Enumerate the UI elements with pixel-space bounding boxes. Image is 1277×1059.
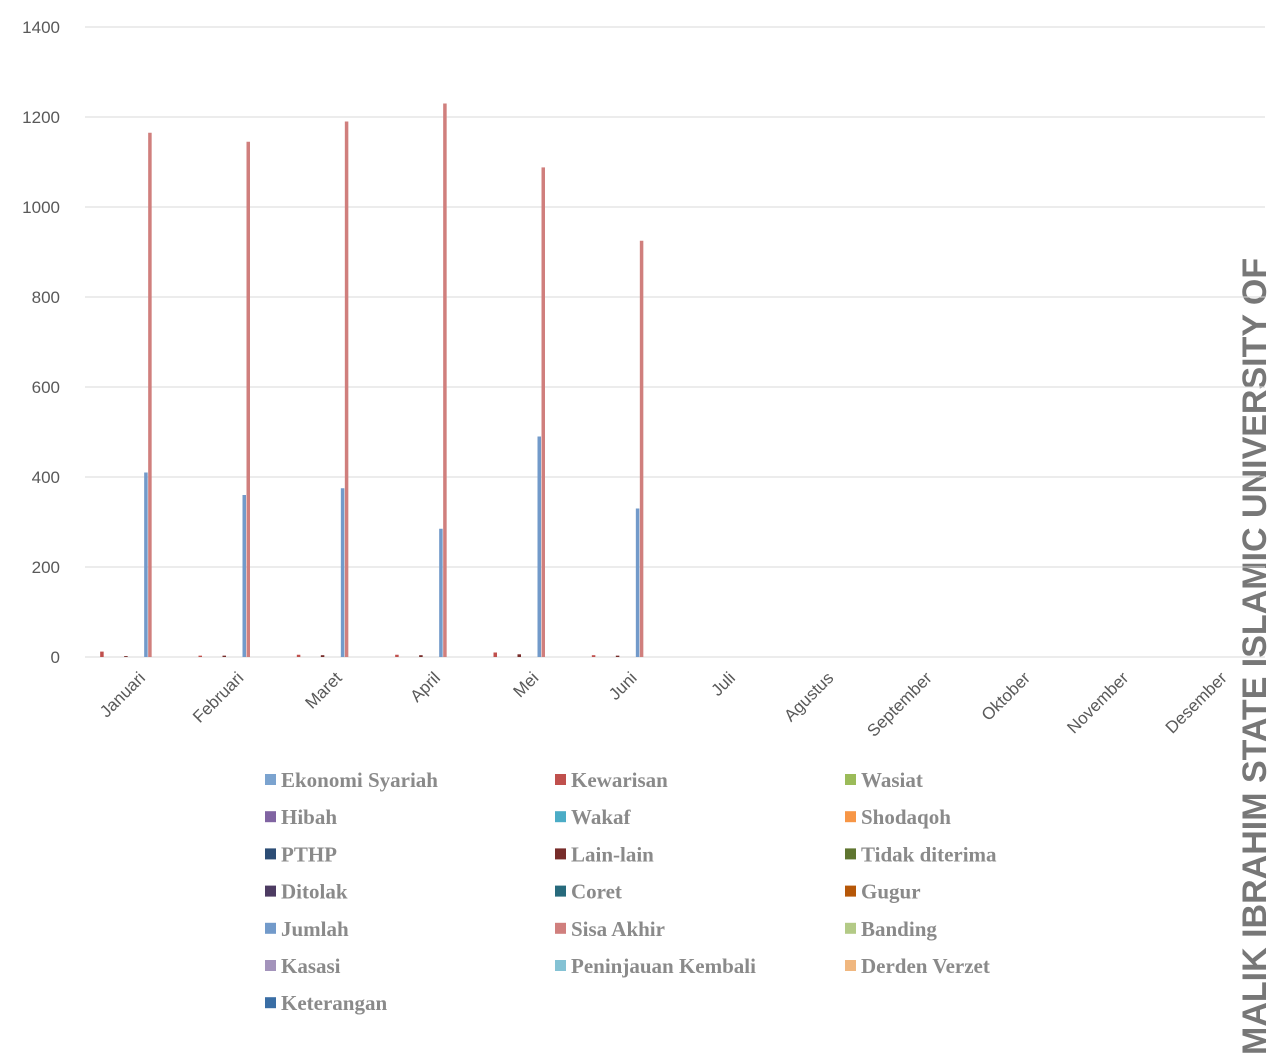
y-tick-label: 1000 [22,198,60,217]
legend-label: Gugur [861,880,921,904]
legend-label: Peninjauan Kembali [571,954,756,978]
bar [517,654,521,657]
x-tick-label: Juli [708,668,739,699]
y-tick-label: 600 [32,378,60,397]
y-tick-label: 1200 [22,108,60,127]
legend-swatch [845,774,856,785]
x-tick-label: Oktober [978,668,1034,724]
bar [395,654,399,657]
x-tick-label: Juni [605,668,640,703]
y-tick-label: 0 [51,648,60,667]
legend-label: Wakaf [571,805,632,829]
y-tick-label: 800 [32,288,60,307]
bar [296,654,301,657]
bar [144,472,148,657]
legend-label: Kasasi [281,954,341,978]
legend-swatch [555,811,566,823]
bar [246,141,250,657]
legend-swatch [555,848,566,860]
y-tick-label: 200 [32,558,60,577]
legend-label: Hibah [281,805,337,829]
side-text: MALIK IBRAHIM STATE ISLAMIC UNIVERSITY O… [1236,258,1274,1055]
legend-label: Shodaqoh [861,805,951,829]
legend-swatch [845,811,856,823]
legend-label: Banding [861,917,937,941]
bar [443,103,447,657]
legend-swatch [555,774,566,785]
x-tick-label: Mei [510,668,543,701]
legend-label: Jumlah [281,917,349,941]
legend-label: Coret [571,880,622,904]
bar [320,655,325,657]
bar [493,652,497,657]
bar [419,655,423,657]
legend-label: Kewarisan [571,768,668,792]
bar [541,167,545,657]
legend-swatch [265,848,276,860]
legend-swatch [265,960,276,971]
x-tick-label: Februari [189,668,247,726]
bar [222,655,226,657]
bar [537,436,541,657]
x-tick-label: November [1063,668,1132,737]
y-tick-label: 400 [32,468,60,487]
bar [198,655,202,657]
bar [615,655,620,657]
legend-label: Tidak diterima [861,842,997,866]
legend-label: Sisa Akhir [571,917,665,941]
legend-swatch [555,885,566,897]
bar [639,240,644,657]
legend-swatch [845,848,856,860]
legend-label: PTHP [281,842,337,866]
legend-swatch [845,922,856,934]
x-tick-label: September [863,668,935,740]
bar [635,508,640,657]
legend-swatch [265,922,276,934]
x-tick-label: April [407,668,444,705]
legend-label: Lain-lain [571,842,654,866]
legend-swatch [265,885,276,897]
legend-swatch [555,922,566,934]
legend-swatch [555,960,566,971]
legend-label: Derden Verzet [861,954,990,978]
legend-label: Keterangan [281,991,387,1015]
bar [591,655,596,657]
x-tick-label: Maret [301,668,345,712]
bar [242,495,246,657]
legend-swatch [845,885,856,897]
legend-label: Ditolak [281,880,348,904]
bar [439,528,443,657]
legend-swatch [265,774,276,785]
bar [100,651,104,657]
bar [124,656,128,657]
x-tick-label: Januari [96,668,149,721]
bar [148,132,152,657]
x-tick-label: Desember [1162,668,1231,737]
bar [344,121,349,657]
x-tick-label: Agustus [780,668,837,725]
y-tick-label: 1400 [22,18,60,37]
legend-swatch [265,811,276,823]
bar [340,488,345,657]
legend-label: Ekonomi Syariah [281,768,438,792]
legend-label: Wasiat [861,768,923,792]
legend-swatch [845,960,856,971]
legend-swatch [265,997,276,1009]
